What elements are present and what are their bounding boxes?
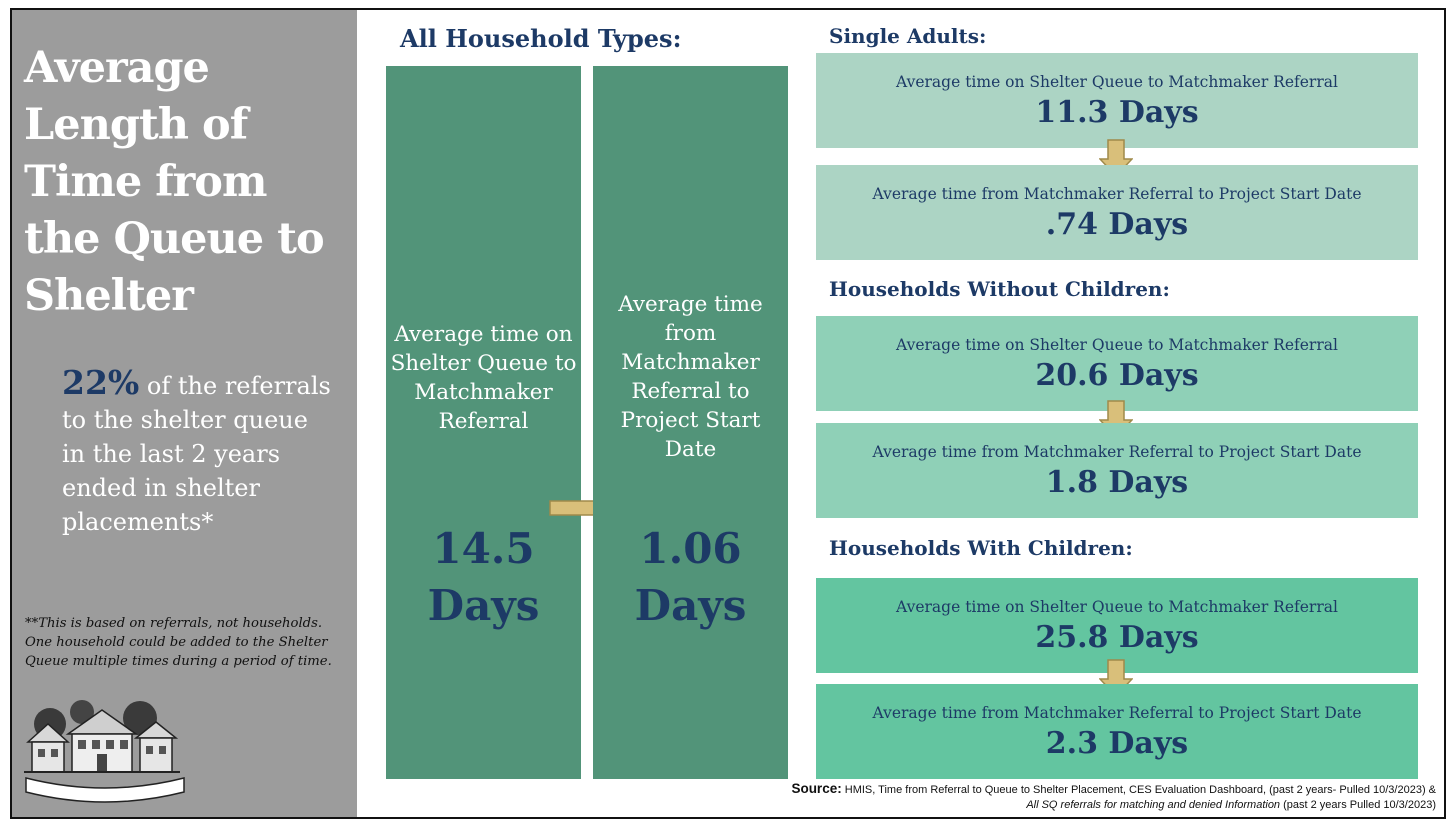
single-adults-queue-label: Average time on Shelter Queue to Matchma… (896, 73, 1338, 91)
all-types-referral-to-start-value: 1.06 Days (634, 524, 747, 630)
with-children-start-label: Average time from Matchmaker Referral to… (872, 704, 1362, 722)
without-children-queue-box: Average time on Shelter Queue to Matchma… (816, 316, 1418, 411)
source-text-2-italic: All SQ referrals for matching and denied… (1026, 799, 1281, 811)
with-children-start-value: 2.3 Days (1045, 726, 1189, 761)
with-children-queue-label: Average time on Shelter Queue to Matchma… (896, 598, 1338, 616)
without-children-start-value: 1.8 Days (1045, 465, 1189, 500)
coalition-logo (20, 694, 190, 804)
all-types-referral-to-start-label: Average time from Matchmaker Referral to… (618, 292, 763, 462)
referral-stat-percent: 22% (62, 363, 140, 402)
all-types-referral-to-start-column: Average time from Matchmaker Referral to… (593, 66, 788, 779)
source-line-1: Source: HMIS, Time from Referral to Queu… (791, 781, 1436, 798)
footnote: **This is based on referrals, not househ… (25, 616, 332, 669)
households-without-children-heading: Households Without Children: (829, 277, 1170, 301)
page-title: Average Length of Time from the Queue to… (24, 43, 325, 321)
without-children-start-label: Average time from Matchmaker Referral to… (872, 443, 1362, 461)
without-children-start-box: Average time from Matchmaker Referral to… (816, 423, 1418, 518)
sidebar-panel: Average Length of Time from the Queue to… (12, 10, 357, 817)
all-types-queue-to-referral-value: 14.5 Days (427, 524, 540, 630)
with-children-queue-value: 25.8 Days (1035, 620, 1199, 655)
all-types-queue-to-referral-column: Average time on Shelter Queue to Matchma… (386, 66, 581, 779)
single-adults-start-label: Average time from Matchmaker Referral to… (872, 185, 1362, 203)
source-text-2: (past 2 years Pulled 10/3/2023) (1280, 799, 1436, 811)
houses-logo-icon (24, 700, 185, 803)
single-adults-start-box: Average time from Matchmaker Referral to… (816, 165, 1418, 260)
referral-stat: 22% of the referrals to the shelter queu… (62, 366, 332, 539)
without-children-queue-value: 20.6 Days (1035, 358, 1199, 393)
with-children-start-box: Average time from Matchmaker Referral to… (816, 684, 1418, 779)
source-citation: Source: HMIS, Time from Referral to Queu… (791, 781, 1436, 813)
all-types-queue-to-referral-label: Average time on Shelter Queue to Matchma… (390, 322, 577, 434)
without-children-queue-label: Average time on Shelter Queue to Matchma… (896, 336, 1338, 354)
all-household-types-heading: All Household Types: (400, 24, 682, 53)
single-adults-heading: Single Adults: (829, 24, 987, 48)
source-line-2: All SQ referrals for matching and denied… (791, 798, 1436, 813)
with-children-queue-box: Average time on Shelter Queue to Matchma… (816, 578, 1418, 673)
source-text-1: HMIS, Time from Referral to Queue to She… (844, 784, 1436, 796)
households-with-children-heading: Households With Children: (829, 536, 1133, 560)
source-label: Source: (791, 781, 842, 796)
single-adults-queue-value: 11.3 Days (1035, 95, 1199, 130)
referral-stat-text: of the referrals to the shelter queue in… (62, 372, 331, 536)
single-adults-queue-box: Average time on Shelter Queue to Matchma… (816, 53, 1418, 148)
infographic-frame: Average Length of Time from the Queue to… (10, 8, 1446, 819)
single-adults-start-value: .74 Days (1045, 207, 1189, 242)
